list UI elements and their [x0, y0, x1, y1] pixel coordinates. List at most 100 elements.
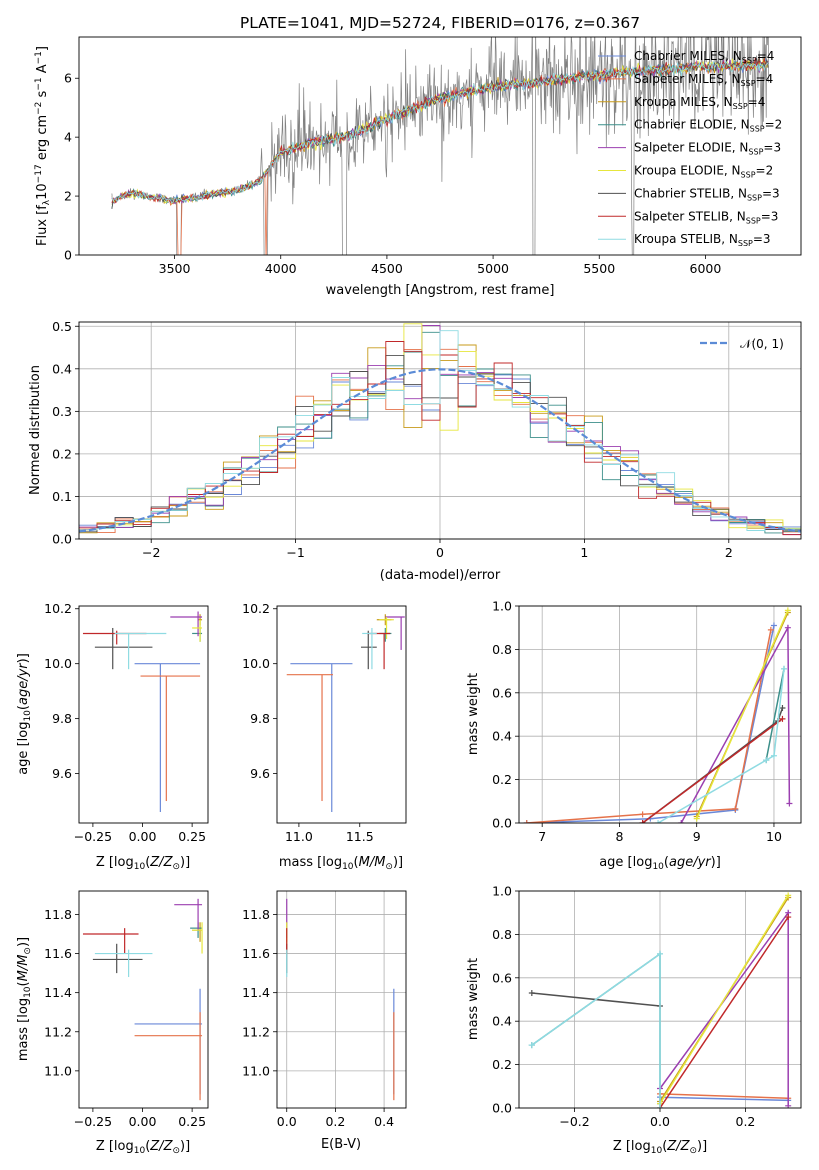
series-kroupa-stelib [528, 950, 663, 1108]
data-point-kroupa-stelib [114, 632, 167, 670]
series-marker [528, 989, 535, 996]
series-marker [523, 820, 530, 823]
plot-area [528, 892, 792, 1108]
legend: 𝒩(0, 1) [700, 337, 784, 351]
x-tick-label: 5000 [477, 261, 509, 276]
x-tick-label: 0.2 [736, 1114, 756, 1129]
data-point-salpeter-elodie [174, 898, 203, 931]
series-salpeter-miles [523, 626, 774, 823]
plot-area [82, 611, 203, 813]
y-tick-label: 0.0 [52, 532, 72, 547]
ticks: 0.0 0.2 0.4 11.0 11.2 11.4 11.6 11.8 [242, 907, 394, 1129]
x-tick-label: 4500 [371, 261, 403, 276]
data-point-chabrier-stelib [360, 630, 377, 670]
y-tick-label: 11.6 [242, 946, 270, 961]
series-marker [786, 800, 793, 807]
grid [519, 605, 801, 824]
data-point-salpeter-stelib [82, 928, 139, 954]
y-tick-label: 11.4 [44, 985, 72, 1000]
axes-frame [276, 890, 407, 1109]
plot-area [286, 898, 395, 1101]
y-tick-label: 11.8 [44, 907, 72, 922]
series-salpeter-elodie [678, 624, 793, 823]
x-axis-label: Z [log10(Z/Z⊙)] [96, 855, 190, 872]
x-tick-label: 0.25 [178, 829, 206, 844]
y-tick-label: 0.8 [492, 927, 512, 942]
y-tick-label: 0.4 [52, 361, 72, 376]
plot-area [82, 898, 203, 1101]
x-tick-label: 10 [766, 829, 782, 844]
series-kroupa-elodie [657, 892, 792, 1107]
residual-panel: −2 −1 0 1 2 0.0 0.1 0.2 0.3 0.4 0.5 (data-model)/er… [28, 319, 802, 583]
y-tick-label: 9.8 [52, 711, 72, 726]
y-tick-label: 0.4 [492, 729, 512, 744]
series-line [696, 609, 789, 820]
model-spectrum-salpeter-stelib [111, 57, 769, 205]
y-tick-label: 0.4 [492, 1014, 512, 1029]
axes-frame [518, 605, 802, 824]
data-point-chabrier-miles [290, 663, 353, 813]
ticks: 7 8 9 10 0.0 0.2 0.4 0.6 0.8 1.0 [492, 599, 782, 845]
ticks: −2 −1 0 1 2 0.0 0.1 0.2 0.3 0.4 0.5 [52, 319, 733, 560]
x-tick-label: 0.4 [374, 1114, 394, 1129]
y-tick-label: 10.2 [242, 601, 270, 616]
y-axis-label: mass weight [466, 958, 481, 1040]
legend-entry: Kroupa STELIB, NSSP=3 [634, 232, 771, 248]
legend-entry: Kroupa MILES, NSSP=4 [634, 95, 765, 111]
x-tick-label: 11.0 [285, 829, 313, 844]
series-marker [528, 1042, 535, 1049]
axes-frame [78, 890, 209, 1109]
plot-area [523, 607, 793, 823]
y-tick-label: 1.0 [492, 599, 512, 614]
series-marker [785, 892, 792, 899]
data-point-chabrier-miles [134, 988, 203, 1095]
figure-title: PLATE=1041, MJD=52724, FIBERID=0176, z=0… [240, 14, 640, 32]
series-marker [779, 715, 786, 722]
y-axis-label: mass [log10(M/M⊙)] [16, 937, 33, 1061]
y-tick-label: 4 [64, 130, 72, 145]
series-marker [779, 704, 786, 711]
x-tick-label: 8 [615, 829, 623, 844]
x-tick-label: 11.5 [346, 829, 374, 844]
data-point-salpeter-elodie [385, 616, 405, 650]
x-tick-label: 4000 [265, 261, 297, 276]
plot-area [286, 614, 405, 813]
y-tick-label: 11.0 [44, 1063, 72, 1078]
x-tick-label: 0 [436, 545, 444, 560]
x-tick-label: −1 [286, 545, 304, 560]
y-tick-label: 10.0 [242, 656, 270, 671]
y-axis-label: age [log10(age/yr)] [16, 653, 33, 775]
data-point-kroupa-elodie [379, 616, 394, 639]
axes-frame [78, 605, 209, 824]
axes-frame [78, 321, 802, 540]
series-salpeter-stelib [657, 914, 792, 1108]
x-tick-label: 5500 [583, 261, 615, 276]
series-line [659, 910, 789, 1106]
ticks: 3500 4000 4500 5000 5500 6000 0 2 4 6 [64, 71, 721, 276]
series-line [659, 894, 789, 1105]
x-tick-label: 1 [580, 545, 588, 560]
x-tick-label: 3500 [159, 261, 191, 276]
ticks: −0.25 0.00 0.25 11.0 11.2 11.4 11.6 11.8 [44, 907, 206, 1129]
series-marker [732, 805, 739, 812]
y-tick-label: 0.0 [492, 1101, 512, 1116]
series-line [659, 1096, 789, 1102]
series-marker [784, 607, 791, 614]
series-marker [767, 626, 774, 633]
x-tick-label: 0.2 [325, 1114, 345, 1129]
legend-entry: Salpeter ELODIE, NSSP=3 [634, 141, 781, 157]
x-axis-label: age [log10(age/yr)] [599, 855, 721, 872]
x-axis-label: wavelength [Angstrom, rest frame] [326, 283, 555, 298]
y-tick-label: 0.3 [52, 404, 72, 419]
y-tick-label: 9.6 [52, 766, 72, 781]
series-marker [763, 757, 770, 764]
legend-entry: Kroupa ELODIE, NSSP=2 [634, 164, 773, 180]
y-tick-label: 0.2 [52, 446, 72, 461]
series-marker [785, 914, 792, 921]
y-tick-label: 11.2 [242, 1024, 270, 1039]
series-marker [784, 624, 791, 631]
ticks: 11.0 11.5 9.6 9.8 10.0 10.2 [242, 601, 374, 844]
series-marker [770, 752, 777, 759]
series-kroupa-stelib [655, 665, 788, 823]
